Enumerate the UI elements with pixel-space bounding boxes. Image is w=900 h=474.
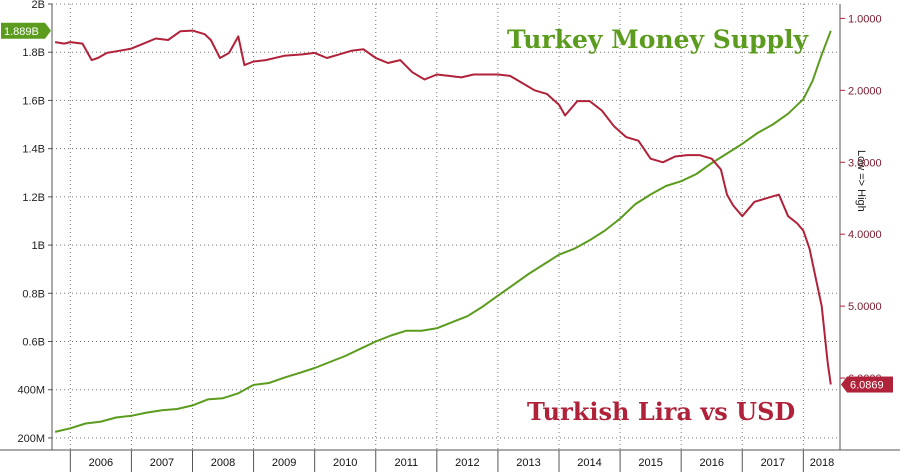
right-axis-label: Low => High (855, 150, 867, 212)
last-tag-text: 1.889B (4, 26, 39, 38)
lira-usd-line (54, 29, 832, 385)
series-layer (54, 29, 832, 433)
x-tick-labels: 2006 2007 2008 2009 2010 2011 2012 2013 2014 2015… (69, 450, 834, 472)
money-supply-title: Turkey Money Supply (507, 25, 809, 54)
lira-title: Turkish Lira vs USD (527, 397, 795, 426)
x-tick-label: 2016 (699, 457, 723, 469)
left-tick-label: 1.8B (22, 47, 45, 59)
x-tick-label: 2009 (272, 457, 296, 469)
last-tag-text: 6.0869 (850, 380, 884, 392)
x-tick-label: 2018 (810, 457, 834, 469)
right-tick-label: 4.0000 (848, 229, 882, 241)
right-tick-label: 1.0000 (848, 13, 882, 25)
x-tick-label: 2013 (516, 457, 540, 469)
x-tick-label: 2006 (89, 457, 113, 469)
last-tag-pointer (45, 22, 51, 39)
x-tick-label: 2014 (577, 457, 601, 469)
right-tick-label: 2.0000 (848, 85, 882, 97)
left-tick-label: 1.6B (22, 95, 45, 107)
grid (52, 3, 840, 450)
left-tick-label: 1.4B (22, 144, 45, 156)
money-supply-last-tag: 1.889B (1, 22, 51, 39)
left-tick-label: 2B (32, 0, 45, 11)
lira-last-tag: 6.0869 (841, 376, 893, 393)
left-tick-label: 1.2B (22, 192, 45, 204)
last-tag-pointer (841, 376, 847, 393)
right-tick-label: 3.0000 (848, 157, 882, 169)
left-tick-label: 400M (17, 385, 45, 397)
last-tag-box (847, 376, 893, 393)
x-tick-label: 2011 (394, 457, 418, 469)
last-value-labels: 1.889B 6.0869 (1, 22, 893, 393)
left-tick-label: 1B (32, 240, 45, 252)
x-tick-label: 2012 (455, 457, 479, 469)
x-tick-label: 2015 (638, 457, 662, 469)
x-tick-label: 2007 (150, 457, 174, 469)
left-tick-label: 0.8B (22, 288, 45, 300)
left-tick-labels: 2B 1.8B 1.6B 1.4B 1.2B 1B 0.8B 0.6B 400M 200M (17, 0, 52, 445)
last-tag-box (1, 22, 45, 39)
x-tick-label: 2008 (211, 457, 235, 469)
x-tick-label: 2010 (333, 457, 357, 469)
right-tick-label: 5.0000 (848, 301, 882, 313)
money-supply-line (54, 30, 832, 433)
left-tick-label: 200M (17, 433, 45, 445)
left-tick-label: 0.6B (22, 337, 45, 349)
x-tick-label: 2017 (761, 457, 785, 469)
axes (0, 4, 900, 451)
